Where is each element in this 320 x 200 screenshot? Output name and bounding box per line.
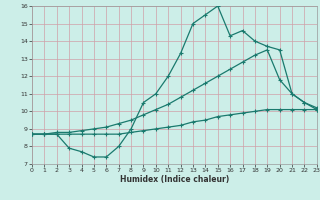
X-axis label: Humidex (Indice chaleur): Humidex (Indice chaleur) <box>120 175 229 184</box>
